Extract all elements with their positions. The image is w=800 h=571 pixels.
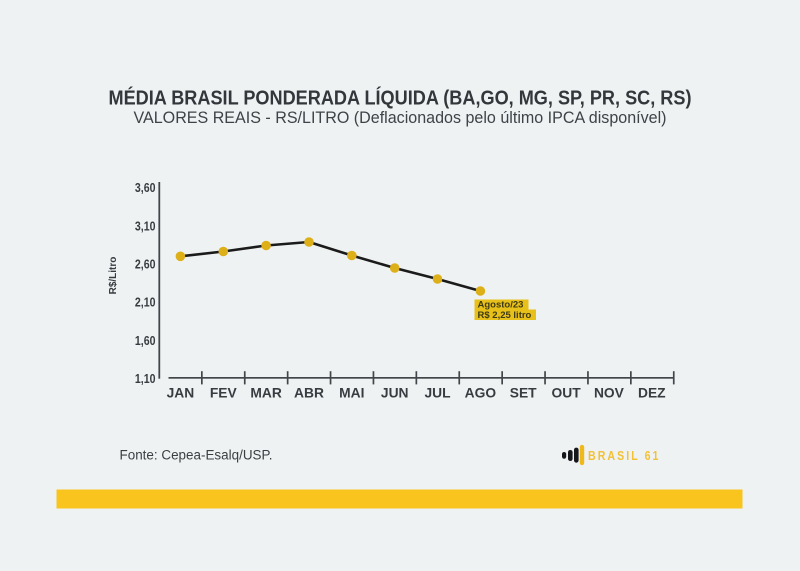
- svg-text:JUL: JUL: [424, 386, 450, 401]
- svg-text:VALORES REAIS - RS/LITRO (Defl: VALORES REAIS - RS/LITRO (Deflacionados …: [134, 109, 667, 127]
- svg-text:AGO: AGO: [465, 386, 497, 401]
- svg-text:ABR: ABR: [294, 386, 324, 401]
- svg-text:MAR: MAR: [250, 386, 281, 401]
- svg-text:NOV: NOV: [594, 386, 625, 401]
- svg-text:MÉDIA BRASIL PONDERADA LÍQUIDA: MÉDIA BRASIL PONDERADA LÍQUIDA (BA,GO, M…: [109, 87, 692, 110]
- svg-text:OUT: OUT: [552, 386, 582, 401]
- svg-text:3,60: 3,60: [135, 181, 156, 195]
- svg-text:R$/Litro: R$/Litro: [108, 257, 119, 295]
- svg-text:R$ 2,25 litro: R$ 2,25 litro: [478, 310, 532, 321]
- svg-text:Fonte: Cepea-Esalq/USP.: Fonte: Cepea-Esalq/USP.: [120, 448, 273, 463]
- svg-text:MAI: MAI: [339, 386, 364, 401]
- svg-text:BRASIL 61: BRASIL 61: [588, 448, 661, 463]
- svg-text:JUN: JUN: [381, 386, 409, 401]
- svg-text:SET: SET: [510, 386, 537, 401]
- svg-text:3,10: 3,10: [135, 219, 156, 233]
- svg-text:DEZ: DEZ: [638, 386, 666, 401]
- svg-text:FEV: FEV: [210, 386, 238, 401]
- svg-text:1,60: 1,60: [135, 334, 156, 348]
- svg-text:Agosto/23: Agosto/23: [478, 300, 524, 311]
- svg-text:2,10: 2,10: [135, 296, 156, 310]
- svg-text:1,10: 1,10: [135, 372, 156, 386]
- svg-text:2,60: 2,60: [135, 258, 156, 272]
- svg-text:JAN: JAN: [167, 386, 195, 401]
